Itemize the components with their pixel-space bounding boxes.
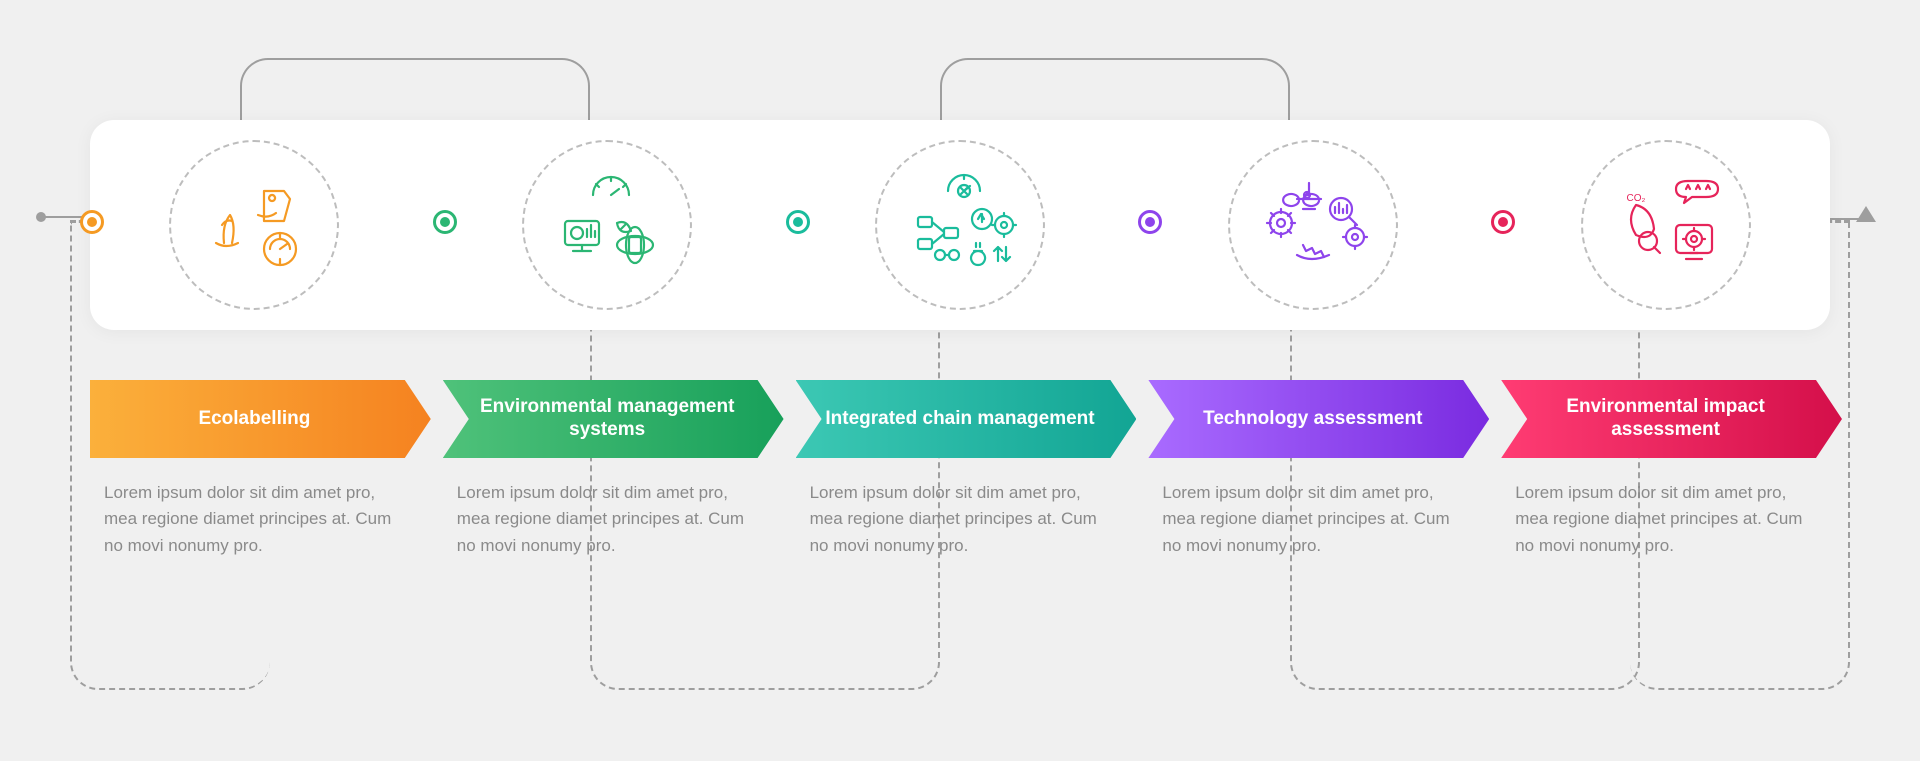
step-5-banner: Environmental impact assessment <box>1501 380 1842 458</box>
step-3-desc: Lorem ipsum dolor sit dim amet pro, mea … <box>810 480 1111 559</box>
step-3-banner: Integrated chain management <box>796 380 1137 458</box>
ecolabelling-icon <box>177 148 331 302</box>
step-2-label: Environmental management systems <box>471 396 744 442</box>
step-3-icon-wrap <box>875 140 1045 310</box>
tech-assess-icon <box>1236 148 1390 302</box>
step-2-icon-wrap <box>522 140 692 310</box>
chain-mgmt-icon <box>883 148 1037 302</box>
step-4-icon-wrap <box>1228 140 1398 310</box>
step-3-label: Integrated chain management <box>825 408 1094 431</box>
step-1-icon-wrap <box>169 140 339 310</box>
step-5-desc: Lorem ipsum dolor sit dim amet pro, mea … <box>1515 480 1816 559</box>
timeline-end-arrow-icon <box>1856 206 1876 222</box>
env-mgmt-icon <box>530 148 684 302</box>
step-2-node-icon <box>433 210 457 234</box>
step-4-desc: Lorem ipsum dolor sit dim amet pro, mea … <box>1162 480 1463 559</box>
step-2-desc: Lorem ipsum dolor sit dim amet pro, mea … <box>457 480 758 559</box>
step-5-label: Environmental impact assessment <box>1529 396 1802 442</box>
step-5-node-icon <box>1491 210 1515 234</box>
step-2-banner: Environmental management systems <box>443 380 784 458</box>
step-1-banner: Ecolabelling <box>90 380 431 458</box>
svg-text:CO₂: CO₂ <box>1626 193 1645 204</box>
step-1-desc: Lorem ipsum dolor sit dim amet pro, mea … <box>104 480 405 559</box>
step-4-banner: Technology assessment <box>1148 380 1489 458</box>
step-5-icon-wrap: CO₂ <box>1581 140 1751 310</box>
step-1-node-icon <box>80 210 104 234</box>
step-4-label: Technology assessment <box>1203 408 1422 431</box>
step-1-label: Ecolabelling <box>198 408 310 431</box>
impact-assess-icon: CO₂ <box>1589 148 1743 302</box>
step-3-node-icon <box>786 210 810 234</box>
infographic-stage: Ecolabelling Lorem ipsum dolor sit dim a… <box>90 50 1830 711</box>
